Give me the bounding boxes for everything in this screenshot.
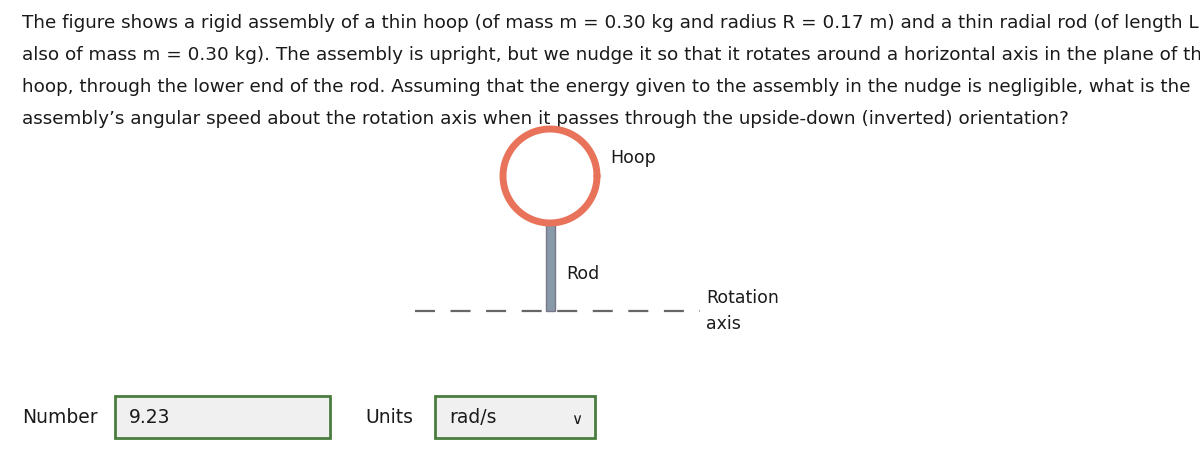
Text: Rod: Rod <box>566 265 600 283</box>
Text: Number: Number <box>22 408 97 426</box>
Text: Units: Units <box>365 408 413 426</box>
Text: hoop, through the lower end of the rod. Assuming that the energy given to the as: hoop, through the lower end of the rod. … <box>22 78 1190 96</box>
Text: 9.23: 9.23 <box>130 408 170 426</box>
Bar <box>546 223 554 311</box>
Text: rad/s: rad/s <box>449 408 497 426</box>
FancyBboxPatch shape <box>115 396 330 438</box>
Text: axis: axis <box>706 315 740 333</box>
Text: Hoop: Hoop <box>610 149 655 167</box>
FancyBboxPatch shape <box>434 396 595 438</box>
Text: Rotation: Rotation <box>706 289 779 307</box>
Text: also of mass m = 0.30 kg). The assembly is upright, but we nudge it so that it r: also of mass m = 0.30 kg). The assembly … <box>22 46 1200 64</box>
Text: The figure shows a rigid assembly of a thin hoop (of mass m = 0.30 kg and radius: The figure shows a rigid assembly of a t… <box>22 14 1200 32</box>
Text: ∨: ∨ <box>571 411 582 426</box>
Text: assembly’s angular speed about the rotation axis when it passes through the upsi: assembly’s angular speed about the rotat… <box>22 110 1069 128</box>
